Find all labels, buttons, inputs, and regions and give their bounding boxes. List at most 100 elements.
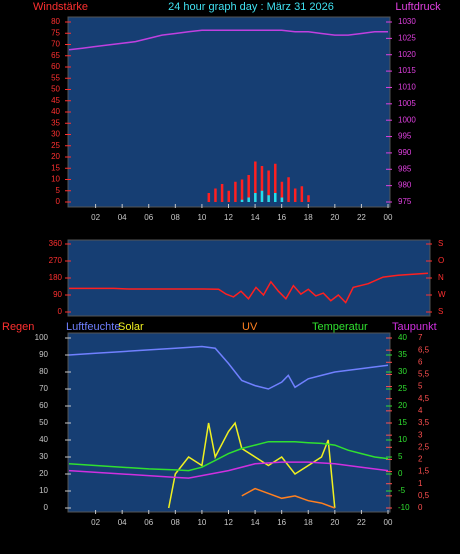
y3-tick-label: 5 xyxy=(418,382,423,391)
direction-panel xyxy=(67,239,431,317)
bar xyxy=(240,179,244,202)
bar xyxy=(280,197,284,202)
legend-label: Solar xyxy=(118,321,144,333)
y2-tick-label: 30 xyxy=(398,367,407,376)
y2-tick-label: N xyxy=(438,273,444,282)
y3-tick-label: 3,5 xyxy=(418,418,430,427)
y2-tick-label: S xyxy=(438,307,443,316)
y2-tick-label: 20 xyxy=(398,401,407,410)
line xyxy=(68,29,388,51)
y3-tick-label: 1 xyxy=(418,479,423,488)
x-tick-label: 08 xyxy=(171,213,180,222)
y2-tick-label: 0 xyxy=(398,469,403,478)
x-tick-label: 22 xyxy=(357,213,366,222)
line xyxy=(69,272,429,304)
y3-tick-label: 5,5 xyxy=(418,370,430,379)
y-tick-label: 360 xyxy=(49,239,63,248)
y-tick-label: 0 xyxy=(56,197,61,206)
y2-tick-label: W xyxy=(438,290,446,299)
legend-label: Taupunkt xyxy=(392,321,437,333)
y2-tick-label: 1005 xyxy=(398,99,416,108)
bar xyxy=(287,177,290,202)
climate-panel xyxy=(67,332,391,513)
x-tick-label: 00 xyxy=(384,518,393,527)
y-tick-label: 75 xyxy=(51,28,60,37)
x-tick-label: 10 xyxy=(197,213,206,222)
y2-tick-label: 1030 xyxy=(398,17,416,26)
y-tick-label: 90 xyxy=(53,290,62,299)
y2-axis-label: Luftdruck xyxy=(395,1,441,13)
x-tick-label: 12 xyxy=(224,213,233,222)
y-tick-label: 70 xyxy=(39,384,48,393)
y-tick-label: 30 xyxy=(51,130,60,139)
y-tick-label: 270 xyxy=(49,256,63,265)
x-tick-label: 04 xyxy=(118,213,127,222)
y2-tick-label: S xyxy=(438,239,443,248)
y3-tick-label: 7 xyxy=(418,333,423,342)
y2-tick-label: 1010 xyxy=(398,83,416,92)
y-tick-label: 30 xyxy=(39,452,48,461)
bar xyxy=(247,175,250,202)
y-tick-label: 40 xyxy=(39,435,48,444)
bar xyxy=(247,197,250,202)
chart-title: 24 hour graph day : März 31 2026 xyxy=(168,1,334,13)
bar xyxy=(260,190,264,202)
bar xyxy=(260,166,264,202)
x-tick-label: 18 xyxy=(304,213,313,222)
x-tick-label: 08 xyxy=(171,518,180,527)
y-tick-label: 45 xyxy=(51,96,60,105)
x-tick-label: 10 xyxy=(197,518,206,527)
y2-tick-label: 1025 xyxy=(398,33,416,42)
y2-tick-label: 1015 xyxy=(398,66,416,75)
legend-label: Temperatur xyxy=(312,321,368,333)
x-tick-label: 16 xyxy=(277,213,286,222)
bar xyxy=(207,193,211,202)
y-tick-label: 0 xyxy=(58,307,63,316)
y-tick-label: 60 xyxy=(51,62,60,71)
y2-tick-label: 990 xyxy=(398,148,412,157)
y2-tick-label: 15 xyxy=(398,418,407,427)
bar xyxy=(234,181,237,202)
x-tick-label: 04 xyxy=(118,518,127,527)
bar xyxy=(307,195,310,202)
y2-tick-label: 35 xyxy=(398,350,407,359)
bar xyxy=(214,188,217,202)
y3-tick-label: 0 xyxy=(418,503,423,512)
x-tick-label: 00 xyxy=(384,213,393,222)
y3-tick-label: 0,5 xyxy=(418,491,430,500)
y3-tick-label: 6,5 xyxy=(418,345,430,354)
y2-tick-label: 40 xyxy=(398,333,407,342)
y-tick-label: 15 xyxy=(51,163,60,172)
y-axis-label: Windstärke xyxy=(33,1,88,13)
y-tick-label: 35 xyxy=(51,118,60,127)
line xyxy=(68,461,389,479)
y-tick-label: 0 xyxy=(44,503,49,512)
y3-tick-label: 4 xyxy=(418,406,423,415)
y2-tick-label: 995 xyxy=(398,132,412,141)
y-tick-label: 180 xyxy=(49,273,63,282)
x-tick-label: 02 xyxy=(91,213,100,222)
y-axis-label: Regen xyxy=(2,321,34,333)
y2-tick-label: 10 xyxy=(398,435,407,444)
y-tick-label: 10 xyxy=(39,486,48,495)
y-tick-label: 20 xyxy=(51,152,60,161)
y3-tick-label: 1,5 xyxy=(418,467,430,476)
y3-tick-label: 6 xyxy=(418,357,423,366)
y-tick-label: 65 xyxy=(51,51,60,60)
x-tick-label: 20 xyxy=(330,518,339,527)
y-tick-label: 5 xyxy=(56,186,61,195)
y-tick-label: 60 xyxy=(39,401,48,410)
y-tick-label: 40 xyxy=(51,107,60,116)
x-tick-label: 22 xyxy=(357,518,366,527)
y2-tick-label: 980 xyxy=(398,181,412,190)
y3-tick-label: 3 xyxy=(418,430,423,439)
x-tick-label: 14 xyxy=(251,213,260,222)
y-tick-label: 100 xyxy=(35,333,49,342)
x-tick-label: 20 xyxy=(330,213,339,222)
y2-tick-label: 1000 xyxy=(398,115,416,124)
y-tick-label: 55 xyxy=(51,73,60,82)
y3-tick-label: 2 xyxy=(418,455,423,464)
y-tick-label: 80 xyxy=(51,17,60,26)
legend-label: Luftfeuchte xyxy=(66,321,120,333)
